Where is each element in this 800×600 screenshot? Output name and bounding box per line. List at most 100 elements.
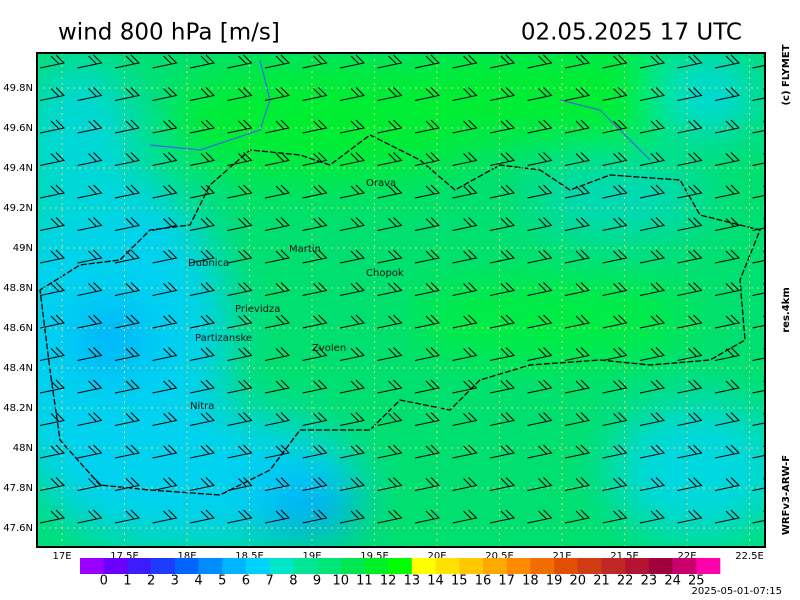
timestamp: 2025-05-01-07:15 bbox=[691, 586, 782, 597]
lat-label: 49.8N bbox=[3, 83, 33, 94]
wind-barb bbox=[452, 347, 478, 361]
wind-barb bbox=[452, 509, 478, 524]
wind-barb bbox=[714, 444, 741, 459]
wind-barb bbox=[677, 412, 703, 426]
wind-barb bbox=[527, 217, 553, 231]
wind-barb bbox=[339, 87, 366, 101]
wind-barb bbox=[527, 444, 553, 459]
wind-barb bbox=[302, 282, 328, 296]
scale-cell bbox=[151, 558, 176, 574]
copyright: (c) FLYMET bbox=[781, 44, 792, 105]
wind-barb bbox=[639, 282, 666, 296]
wind-barb bbox=[189, 347, 216, 361]
wind-barb bbox=[527, 412, 553, 426]
scale-cell bbox=[317, 558, 342, 574]
wind-barb bbox=[527, 119, 553, 134]
wind-barb bbox=[264, 509, 291, 524]
wind-barb bbox=[39, 282, 66, 296]
wind-barb bbox=[227, 347, 253, 361]
scale-label: 3 bbox=[171, 574, 179, 589]
scale-label: 1 bbox=[123, 574, 131, 589]
wind-barb bbox=[114, 249, 141, 264]
map-field bbox=[37, 53, 765, 547]
wind-barb bbox=[377, 347, 403, 361]
wind-barb bbox=[77, 509, 103, 524]
wind-barb bbox=[264, 379, 291, 394]
wind-barb bbox=[677, 477, 703, 491]
wind-barb bbox=[114, 119, 141, 134]
wind-barb bbox=[264, 444, 291, 459]
wind-barb bbox=[452, 412, 478, 426]
wind-barb bbox=[152, 314, 178, 329]
wind-barb bbox=[452, 152, 478, 166]
wind-barb bbox=[414, 282, 441, 296]
wind-barb bbox=[77, 152, 103, 166]
wind-barb bbox=[264, 152, 291, 166]
scale-label: 7 bbox=[265, 574, 273, 589]
wind-barb bbox=[264, 119, 291, 134]
wind-barb bbox=[339, 379, 366, 394]
wind-barb bbox=[602, 509, 628, 524]
wind-barb bbox=[564, 347, 591, 361]
wind-barb bbox=[77, 379, 103, 394]
wind-barb bbox=[114, 54, 141, 69]
wind-barb bbox=[527, 184, 553, 199]
wind-barb bbox=[77, 249, 103, 264]
wind-barb bbox=[527, 54, 553, 69]
wind-barb bbox=[39, 477, 66, 491]
wind-barb bbox=[152, 119, 178, 134]
wind-barb bbox=[377, 444, 403, 459]
wind-barb bbox=[564, 379, 591, 394]
wind-barb bbox=[677, 87, 703, 101]
wind-barb bbox=[714, 54, 741, 69]
wind-barb bbox=[564, 119, 591, 134]
wind-barb bbox=[339, 347, 366, 361]
wind-barb bbox=[152, 54, 178, 69]
wind-barb bbox=[414, 119, 441, 134]
scale-label: 13 bbox=[404, 574, 421, 589]
wind-barb bbox=[339, 152, 366, 166]
model-name: WRFv3-ARW-F bbox=[781, 455, 792, 535]
wind-barb bbox=[227, 379, 253, 394]
scale-cell bbox=[411, 558, 436, 574]
wind-barb bbox=[639, 54, 666, 69]
lon-label: 20.5E bbox=[485, 551, 514, 562]
wind-barb bbox=[639, 379, 666, 394]
wind-barb bbox=[339, 249, 366, 264]
scale-cell bbox=[625, 558, 650, 574]
wind-barb bbox=[677, 249, 703, 264]
wind-barb bbox=[489, 379, 516, 394]
wind-barb bbox=[527, 282, 553, 296]
wind-barb bbox=[302, 412, 328, 426]
wind-barb bbox=[114, 282, 141, 296]
wind-barb bbox=[77, 477, 103, 491]
wind-barb bbox=[227, 119, 253, 134]
wind-barb bbox=[189, 184, 216, 199]
scale-label: 21 bbox=[593, 574, 610, 589]
wind-barb bbox=[302, 477, 328, 491]
wind-barb bbox=[714, 152, 741, 166]
scale-cell bbox=[459, 558, 484, 574]
wind-barb bbox=[564, 314, 591, 329]
city-label: Prievidza bbox=[235, 304, 280, 315]
lat-label: 47.8N bbox=[3, 483, 33, 494]
wind-barb bbox=[227, 249, 253, 264]
wind-barb bbox=[377, 477, 403, 491]
wind-barb bbox=[677, 509, 703, 524]
scale-cell bbox=[577, 558, 602, 574]
wind-barb bbox=[39, 152, 66, 166]
wind-barb bbox=[227, 54, 253, 69]
wind-barb bbox=[339, 509, 366, 524]
wind-barb bbox=[227, 509, 253, 524]
wind-barb bbox=[264, 412, 291, 426]
labels: 49.8N 49.6N 49.4N 49.2N 49N 48.8N 48.6N 48.4N 48… bbox=[3, 83, 764, 562]
lon-label: 17E bbox=[52, 551, 71, 562]
wind-barb bbox=[189, 217, 216, 231]
wind-barb bbox=[114, 444, 141, 459]
scale-label: 8 bbox=[289, 574, 297, 589]
lat-label: 47.6N bbox=[3, 523, 33, 534]
wind-barb bbox=[302, 444, 328, 459]
wind-barb bbox=[39, 412, 66, 426]
scale-cell bbox=[222, 558, 247, 574]
wind-barb bbox=[39, 249, 66, 264]
